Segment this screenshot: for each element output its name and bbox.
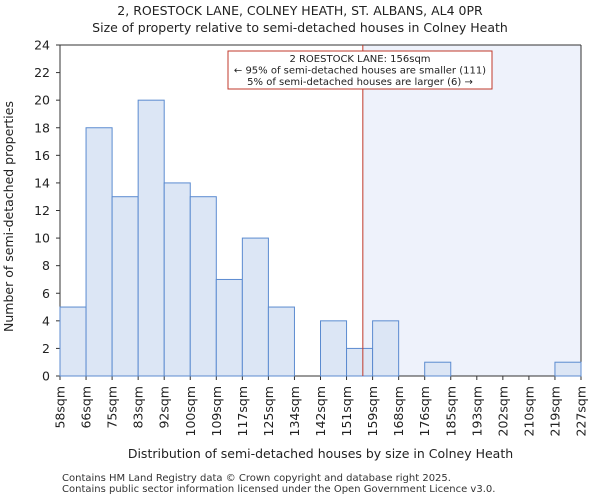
bar-100sqm xyxy=(189,196,217,377)
bar-151sqm xyxy=(346,347,374,377)
bar-83sqm xyxy=(137,99,165,377)
x-tick-label: 117sqm xyxy=(235,386,250,436)
chart-title: 2, ROESTOCK LANE, COLNEY HEATH, ST. ALBA… xyxy=(0,2,600,36)
x-tick-label: 58sqm xyxy=(53,386,68,429)
bar-58sqm xyxy=(59,306,87,377)
y-tick-label: 20 xyxy=(34,93,50,108)
x-tick-label: 176sqm xyxy=(417,386,432,436)
x-tick-label: 202sqm xyxy=(495,386,510,436)
y-tick-label: 6 xyxy=(42,286,50,301)
annotation-line-2: ← 95% of semi-detached houses are smalle… xyxy=(234,66,486,77)
y-tick-label: 0 xyxy=(42,369,50,384)
y-tick-label: 8 xyxy=(42,258,50,273)
y-tick-label: 18 xyxy=(34,120,50,135)
bar-75sqm xyxy=(111,196,139,377)
x-tick-label: 109sqm xyxy=(209,386,224,436)
bar-142sqm xyxy=(320,320,348,377)
bar-219sqm xyxy=(554,361,582,377)
x-tick-label: 185sqm xyxy=(443,386,458,436)
y-tick-label: 24 xyxy=(34,38,50,53)
x-tick-label: 159sqm xyxy=(365,386,380,436)
x-tick-label: 125sqm xyxy=(261,386,276,436)
x-tick-label: 219sqm xyxy=(547,386,562,436)
bar-117sqm xyxy=(241,237,269,377)
footer: Contains HM Land Registry data © Crown c… xyxy=(62,473,495,495)
bar-92sqm xyxy=(163,182,191,377)
x-tick-label: 92sqm xyxy=(157,386,172,429)
x-tick-label: 151sqm xyxy=(339,386,354,436)
footer-line1: Contains HM Land Registry data © Crown c… xyxy=(62,473,451,484)
annotation-box xyxy=(227,50,493,90)
shade-layer xyxy=(362,45,581,376)
bar-109sqm xyxy=(215,278,243,377)
annotation-layer: 2 ROESTOCK LANE: 156sqm← 95% of semi-det… xyxy=(227,50,493,90)
bar-66sqm xyxy=(85,127,113,377)
larger-region-shade xyxy=(362,45,581,376)
x-tick-label: 83sqm xyxy=(131,386,146,429)
x-tick-label: 168sqm xyxy=(391,386,406,436)
y-tick-label: 16 xyxy=(34,148,50,163)
footer-line2: Contains public sector information licen… xyxy=(62,484,496,495)
y-tick-label: 14 xyxy=(34,175,50,190)
x-tick-label: 210sqm xyxy=(521,386,536,436)
annotation-line-1: 2 ROESTOCK LANE: 156sqm xyxy=(289,54,430,65)
x-tick-label: 193sqm xyxy=(469,386,484,436)
x-axis-title: Distribution of semi-detached houses by … xyxy=(128,446,513,461)
x-tick-label: 100sqm xyxy=(183,386,198,436)
chart-title-line1: 2, ROESTOCK LANE, COLNEY HEATH, ST. ALBA… xyxy=(117,3,483,18)
x-tick-label: 142sqm xyxy=(313,386,328,436)
bar-159sqm xyxy=(372,320,400,377)
y-tick-label: 2 xyxy=(42,341,50,356)
y-tick-label: 4 xyxy=(42,313,50,328)
y-tick-label: 22 xyxy=(34,65,50,80)
x-tick-label: 75sqm xyxy=(105,386,120,429)
x-tick-label: 227sqm xyxy=(574,386,589,436)
chart-title-line2: Size of property relative to semi-detach… xyxy=(92,20,508,35)
y-tick-label: 12 xyxy=(34,203,50,218)
bar-125sqm xyxy=(267,306,295,377)
bar-176sqm xyxy=(424,361,452,377)
bars-layer xyxy=(59,99,582,377)
x-tick-label: 134sqm xyxy=(287,386,302,436)
annotation-line-3: 5% of semi-detached houses are larger (6… xyxy=(247,77,473,88)
y-axis-title: Number of semi-detached properties xyxy=(1,101,16,332)
y-tick-label: 10 xyxy=(34,231,50,246)
x-tick-label: 66sqm xyxy=(79,386,94,429)
